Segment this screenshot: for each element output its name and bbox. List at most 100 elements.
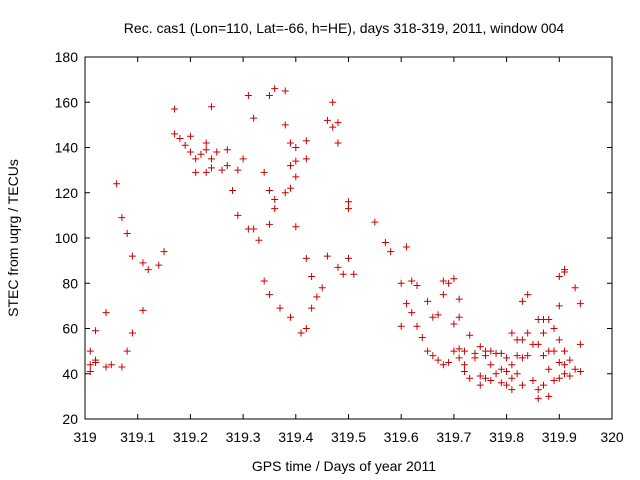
data-point-plus [181, 141, 189, 149]
data-point-plus [292, 173, 300, 181]
data-point-plus [223, 146, 231, 154]
data-point-plus [576, 367, 584, 375]
data-point-plus [202, 146, 210, 154]
data-point-plus [576, 340, 584, 348]
data-point-plus [455, 345, 463, 353]
chart-title: Rec. cas1 (Lon=110, Lat=-66, h=HE), days… [124, 20, 565, 36]
data-point-plus [118, 363, 126, 371]
data-point-plus [207, 155, 215, 163]
data-point-plus [508, 374, 516, 382]
data-point-plus [318, 284, 326, 292]
data-point-plus [545, 315, 553, 323]
data-point-plus [561, 361, 569, 369]
x-tick-label: 319.2 [173, 429, 208, 445]
data-point-plus [550, 325, 558, 332]
data-point-plus [561, 347, 569, 355]
y-tick-label: 20 [62, 411, 78, 427]
data-point-plus [202, 139, 210, 147]
data-point-plus [287, 139, 295, 147]
data-point-plus [471, 354, 479, 362]
data-point-plus [424, 297, 432, 305]
data-point-plus [513, 352, 521, 360]
data-point-plus [334, 263, 342, 271]
data-point-plus [292, 144, 300, 151]
data-point-plus [503, 354, 511, 362]
data-point-plus [92, 356, 100, 364]
data-point-plus [508, 386, 516, 394]
data-point-plus [539, 352, 547, 360]
data-point-plus [439, 291, 447, 299]
data-point-plus [555, 358, 563, 366]
data-point-plus [186, 148, 194, 156]
data-point-plus [466, 331, 474, 339]
data-point-plus [418, 334, 426, 342]
data-point-plus [529, 377, 537, 385]
data-point-plus [561, 268, 569, 276]
data-point-plus [345, 205, 352, 213]
data-point-plus [313, 293, 321, 301]
data-point-plus [186, 132, 194, 140]
x-tick-label: 320 [600, 429, 624, 445]
data-point-plus [455, 295, 463, 303]
data-point-plus [492, 370, 500, 378]
data-point-plus [402, 300, 410, 308]
data-point-plus [113, 180, 121, 188]
data-point-plus [250, 114, 258, 122]
data-point-plus [524, 291, 532, 299]
data-point-plus [250, 225, 258, 233]
data-point-plus [439, 277, 447, 285]
data-point-plus [545, 392, 553, 400]
data-point-plus [550, 377, 558, 385]
y-tick-label: 140 [55, 140, 79, 156]
data-point-plus [234, 166, 242, 174]
data-point-plus [518, 297, 526, 305]
x-tick-label: 319.6 [384, 429, 419, 445]
data-point-plus [539, 381, 547, 389]
data-point-plus [271, 85, 279, 93]
data-point-plus [144, 266, 152, 274]
data-point-plus [476, 381, 484, 389]
data-point-plus [434, 356, 442, 364]
data-point-plus [345, 198, 352, 206]
data-point-plus [455, 354, 463, 362]
data-point-plus [292, 223, 300, 231]
data-point-plus [545, 365, 553, 373]
data-point-plus [128, 329, 136, 337]
data-point-plus [508, 361, 516, 369]
data-point-plus [123, 347, 131, 355]
data-point-plus [102, 363, 110, 371]
data-point-plus [308, 304, 316, 312]
data-point-plus [334, 119, 342, 127]
data-point-plus [271, 196, 279, 204]
data-point-plus [482, 374, 490, 382]
data-point-plus [413, 322, 421, 330]
data-point-plus [424, 347, 432, 355]
data-point-plus [223, 162, 231, 170]
data-point-plus [265, 91, 273, 99]
data-point-plus [402, 243, 410, 251]
data-point-plus [281, 121, 289, 129]
data-point-plus [302, 254, 310, 262]
data-point-plus [281, 189, 289, 197]
data-point-plus [524, 329, 532, 337]
data-point-plus [555, 302, 563, 310]
data-point-plus [487, 361, 495, 369]
data-point-plus [213, 148, 221, 156]
y-tick-label: 60 [62, 321, 78, 337]
data-point-plus [508, 329, 516, 337]
data-point-plus [566, 372, 574, 380]
y-tick-label: 40 [62, 366, 78, 382]
data-point-plus [239, 155, 247, 163]
data-point-plus [571, 365, 579, 373]
data-point-plus [439, 361, 447, 369]
data-point-plus [450, 275, 458, 283]
data-point-plus [381, 239, 389, 247]
data-point-plus [92, 327, 100, 335]
data-point-plus [434, 311, 442, 319]
data-points [86, 85, 584, 403]
x-axis-label: GPS time / Days of year 2011 [252, 458, 436, 474]
data-point-plus [329, 123, 337, 131]
data-point-plus [524, 352, 532, 360]
data-point-plus [139, 306, 147, 314]
data-point-plus [482, 352, 490, 360]
